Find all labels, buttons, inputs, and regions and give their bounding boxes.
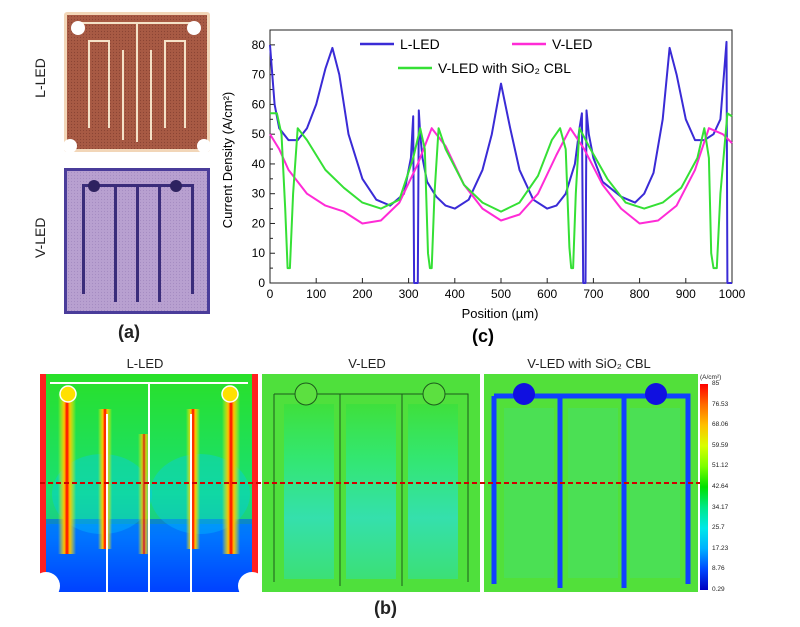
colorbar-ticks: 85 76.53 68.06 59.59 51.12 42.64 34.17 25.7 17.2… [712,380,748,593]
x-tick-label: 900 [676,287,696,301]
l-led-chip-photo [64,12,210,152]
panel-a-bottom-label: V-LED [32,217,48,258]
series-line-2 [270,112,733,270]
colorbar-tick-label: 25.7 [712,524,725,532]
legend-label-1: V-LED [552,36,592,52]
x-tick-label: 600 [537,287,557,301]
x-tick-label: 700 [583,287,603,301]
y-tick-label: 80 [252,38,266,52]
x-tick-label: 100 [306,287,326,301]
colorbar-tick-label: 76.53 [712,400,729,408]
y-tick-label: 30 [252,187,266,201]
colorbar-tick-label: 17.23 [712,544,729,552]
y-tick-label: 60 [252,97,266,111]
y-tick-label: 50 [252,127,266,141]
legend-label-2: V-LED with SiO₂ CBL [438,60,571,76]
colorbar: (A/cm²) 85 76.53 68.06 59.59 51.12 42.64 34.17… [700,374,750,596]
y-tick-label: 10 [252,246,266,260]
cutline-dashed [40,482,700,484]
x-tick-label: 0 [267,287,274,301]
y-tick-label: 0 [258,276,265,290]
y-tick-label: 70 [252,68,266,82]
panel-b-letter: (b) [374,598,397,618]
colorbar-tick-label: 68.06 [712,421,729,429]
x-tick-label: 1000 [719,287,746,301]
colorbar-tick-label: 85 [712,380,720,387]
map-title-v-led: V-LED [348,356,386,371]
colorbar-unit: (A/cm²) [700,374,722,381]
colorbar-tick-label: 51.12 [712,462,729,470]
current-density-chart: 0 100 200 300 400 500 600 700 800 900 1000 0 10 20 30 4… [220,29,746,346]
v-led-chip-photo [64,168,210,314]
panel-a-letter: (a) [118,322,140,342]
panel-a-top-label: L-LED [32,58,48,98]
x-tick-label: 300 [399,287,419,301]
panel-c-letter: (c) [472,326,494,346]
y-tick-label: 20 [252,216,266,230]
series-line-1 [269,127,733,225]
colorbar-strip [700,384,708,590]
x-tick-label: 800 [630,287,650,301]
v-led-cbl-current-map [484,374,698,592]
y-tick-label: 40 [252,157,266,171]
colorbar-tick-label: 42.64 [712,483,729,490]
colorbar-tick-label: 34.17 [712,503,729,511]
colorbar-tick-label: 8.76 [712,565,725,573]
colorbar-tick-label: 0.29 [712,586,725,593]
series-line-0 [269,40,732,284]
colorbar-tick-label: 59.59 [712,441,729,449]
x-tick-label: 500 [491,287,511,301]
x-tick-label: 200 [352,287,372,301]
map-title-l-led: L-LED [126,356,164,371]
x-tick-label: 400 [445,287,465,301]
x-axis-label: Position (µm) [462,306,539,321]
legend-label-0: L-LED [400,36,440,52]
map-title-v-led-cbl: V-LED with SiO₂ CBL [527,356,651,371]
y-axis-label: Current Density (A/cm²) [220,92,235,229]
